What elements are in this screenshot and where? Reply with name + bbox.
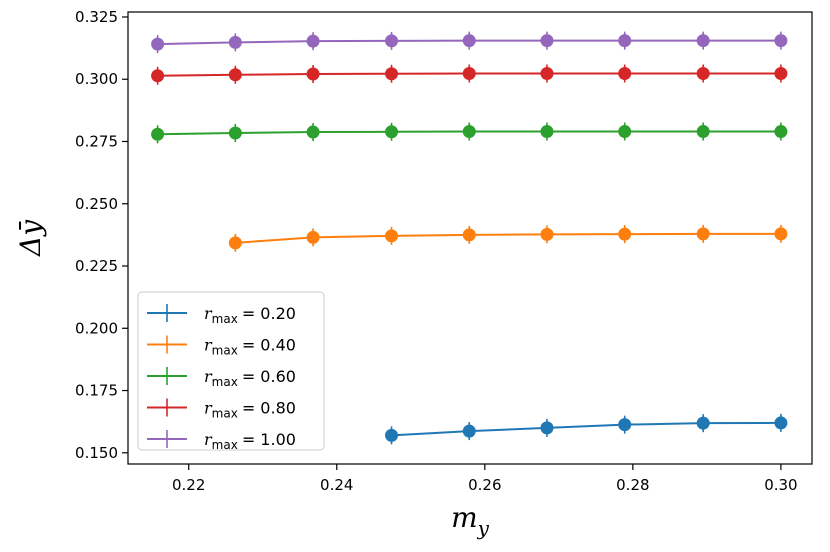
data-point [618,125,632,139]
y-tick-label: 0.175 [75,382,118,400]
data-point [618,34,632,48]
legend-label: rmax = 0.60 [204,367,296,389]
y-tick-label: 0.325 [75,8,118,26]
y-axis: 0.150 0.175 0.200 0.225 0.250 0.275 0.300 0.325 [75,8,128,462]
x-axis-label-sub: y [477,516,490,540]
data-point [228,35,242,49]
data-point [385,34,399,48]
data-point [151,69,165,83]
data-point [462,424,476,438]
data-point [385,428,399,442]
data-point [462,34,476,48]
data-point [774,34,788,48]
data-point [385,229,399,243]
legend-label: rmax = 1.00 [204,430,296,452]
data-point [774,67,788,81]
data-point [774,227,788,241]
plot-area [127,11,813,465]
data-point [774,125,788,139]
legend-frame [137,291,325,451]
data-point [228,68,242,82]
legend-label: rmax = 0.80 [204,399,296,421]
data-point [540,421,554,435]
legend: rmax = 0.20 rmax = 0.40 rmax = 0.60 rmax = 0.80… [137,291,325,452]
data-point [462,125,476,139]
legend-entry: rmax = 0.40 [147,335,296,358]
data-point [306,67,320,81]
data-point [540,67,554,81]
data-point [151,127,165,141]
data-point [618,418,632,432]
x-axis-label-main: m [451,501,478,534]
data-point [696,227,710,241]
data-point [618,227,632,241]
x-tick-label: 0.22 [172,476,205,494]
data-point [540,227,554,241]
series-layer [151,31,788,445]
series-line [391,421,781,437]
data-point [385,125,399,139]
axes-frame [127,11,813,465]
y-tick-label: 0.150 [75,444,118,462]
data-point [696,67,710,81]
x-axis: 0.22 0.24 0.26 0.28 0.30 [172,464,798,494]
data-point [774,416,788,430]
x-tick-label: 0.26 [468,476,501,494]
y-tick-label: 0.300 [75,70,118,88]
data-point [540,125,554,139]
data-point [696,34,710,48]
y-axis-label: Δȳ [14,219,47,257]
series-1 [385,413,788,445]
data-point [228,236,242,250]
data-point [696,125,710,139]
legend-label: rmax = 0.20 [204,304,296,326]
y-tick-label: 0.200 [75,319,118,337]
series-2 [228,224,788,252]
series-line [235,232,781,244]
legend-label: rmax = 0.40 [204,336,296,358]
x-tick-label: 0.28 [616,476,649,494]
x-tick-label: 0.30 [764,476,797,494]
data-point [306,230,320,244]
data-point [306,125,320,139]
data-point [151,37,165,51]
data-point [385,67,399,81]
data-point [462,228,476,242]
data-point [540,34,554,48]
data-point [306,34,320,48]
legend-entry: rmax = 0.20 [147,304,296,326]
x-tick-label: 0.24 [320,476,353,494]
x-axis-label: my [451,501,490,540]
series-3 [151,122,788,144]
data-point [462,67,476,81]
y-tick-label: 0.275 [75,132,118,150]
data-point [696,416,710,430]
legend-entry: rmax = 1.00 [147,430,296,452]
legend-entry: rmax = 0.80 [147,398,296,421]
series-5 [151,31,788,54]
data-point [618,67,632,81]
y-tick-label: 0.250 [75,195,118,213]
data-point [228,126,242,140]
series-4 [151,64,788,85]
legend-entry: rmax = 0.60 [147,367,296,389]
y-tick-label: 0.225 [75,257,118,275]
